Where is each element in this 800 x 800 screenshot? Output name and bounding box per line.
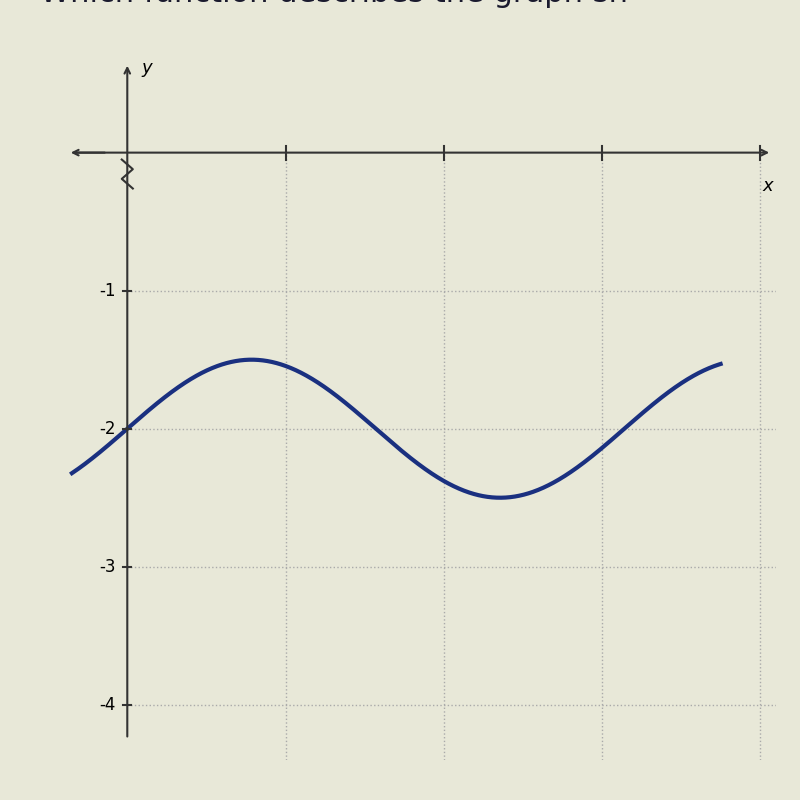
Text: -2: -2: [99, 420, 115, 438]
Text: -4: -4: [99, 696, 115, 714]
Text: x: x: [762, 178, 774, 195]
Text: -3: -3: [99, 558, 115, 576]
Text: -1: -1: [99, 282, 115, 300]
Text: Which function describes the graph sh: Which function describes the graph sh: [40, 0, 628, 8]
Text: y: y: [142, 58, 152, 77]
